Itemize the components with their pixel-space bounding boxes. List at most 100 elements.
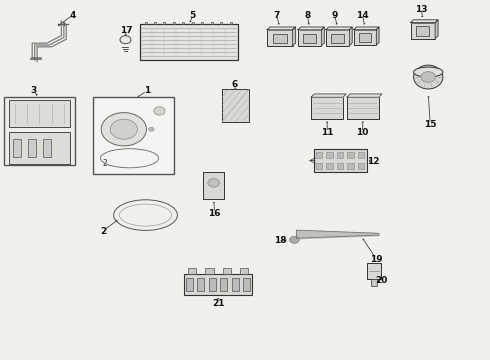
Bar [416, 26, 429, 36]
Bar [28, 139, 36, 157]
Circle shape [290, 236, 299, 243]
Text: 8: 8 [304, 10, 310, 19]
Text: 12: 12 [367, 157, 380, 166]
Bar [197, 278, 204, 291]
Bar [203, 172, 224, 199]
Bar [201, 22, 203, 24]
Circle shape [148, 127, 154, 131]
Polygon shape [411, 20, 438, 23]
Bar [173, 22, 175, 24]
Bar [186, 278, 193, 291]
Text: 21: 21 [212, 299, 224, 307]
Ellipse shape [414, 65, 443, 89]
Bar [205, 268, 214, 274]
Polygon shape [293, 27, 295, 46]
Circle shape [208, 179, 220, 187]
Text: 16: 16 [208, 208, 221, 217]
Text: 5: 5 [190, 10, 196, 19]
Bar [9, 100, 70, 127]
Text: 4: 4 [69, 10, 76, 19]
Bar [326, 163, 333, 170]
Bar [337, 152, 343, 158]
Bar [303, 33, 316, 43]
Text: 2: 2 [100, 227, 106, 236]
Bar [326, 30, 349, 46]
Text: 6: 6 [231, 80, 237, 89]
Bar [359, 33, 371, 42]
Circle shape [154, 107, 165, 115]
Bar [243, 278, 250, 291]
Text: 2: 2 [103, 159, 107, 168]
Bar [164, 22, 166, 24]
Bar [43, 139, 51, 157]
Bar [347, 163, 354, 170]
Text: 17: 17 [120, 26, 133, 35]
Bar [209, 278, 216, 291]
Circle shape [421, 72, 436, 82]
Bar [93, 97, 174, 174]
Polygon shape [311, 94, 346, 97]
Bar [347, 97, 379, 119]
Bar [211, 22, 213, 24]
Bar [230, 22, 232, 24]
Bar [9, 132, 70, 163]
Bar [267, 30, 293, 46]
Bar [192, 22, 194, 24]
Text: 11: 11 [321, 128, 334, 137]
Bar [298, 30, 321, 46]
Bar [182, 22, 184, 24]
Text: 18: 18 [274, 236, 287, 245]
Bar [240, 268, 248, 274]
Bar [311, 97, 343, 119]
Bar [13, 139, 21, 157]
Polygon shape [376, 27, 379, 45]
Bar [184, 274, 252, 295]
Bar [145, 22, 147, 24]
Ellipse shape [414, 67, 443, 77]
Polygon shape [349, 27, 352, 46]
Bar [314, 149, 367, 172]
Circle shape [110, 119, 137, 139]
Text: 7: 7 [273, 10, 280, 19]
Bar [140, 24, 238, 60]
Bar [4, 97, 75, 165]
Bar [371, 279, 377, 286]
Polygon shape [321, 27, 324, 46]
Bar [188, 268, 196, 274]
Text: 1: 1 [144, 86, 150, 95]
Text: 13: 13 [415, 4, 428, 13]
Bar [367, 263, 381, 279]
Polygon shape [298, 27, 324, 30]
Bar [272, 33, 287, 43]
Text: 19: 19 [370, 255, 383, 264]
Bar [326, 152, 333, 158]
Bar [154, 22, 156, 24]
Text: 15: 15 [424, 120, 437, 129]
Bar [316, 163, 322, 170]
Circle shape [101, 113, 147, 146]
Polygon shape [354, 27, 379, 30]
Text: 14: 14 [356, 10, 369, 19]
Polygon shape [267, 27, 295, 30]
Bar [337, 163, 343, 170]
Text: 9: 9 [331, 10, 338, 19]
Bar [358, 152, 365, 158]
Bar [232, 278, 239, 291]
Bar [331, 33, 344, 43]
Bar [347, 152, 354, 158]
Bar [220, 22, 222, 24]
Bar [222, 268, 231, 274]
Bar [354, 30, 376, 45]
Bar [220, 278, 227, 291]
Bar [358, 163, 365, 170]
Circle shape [120, 36, 131, 44]
Polygon shape [347, 94, 382, 97]
Polygon shape [435, 20, 438, 39]
Bar [316, 152, 322, 158]
Bar [411, 23, 435, 39]
Bar [222, 89, 249, 122]
Text: 3: 3 [30, 86, 36, 95]
Text: 20: 20 [375, 276, 388, 284]
Polygon shape [326, 27, 352, 30]
Text: 10: 10 [356, 128, 369, 137]
